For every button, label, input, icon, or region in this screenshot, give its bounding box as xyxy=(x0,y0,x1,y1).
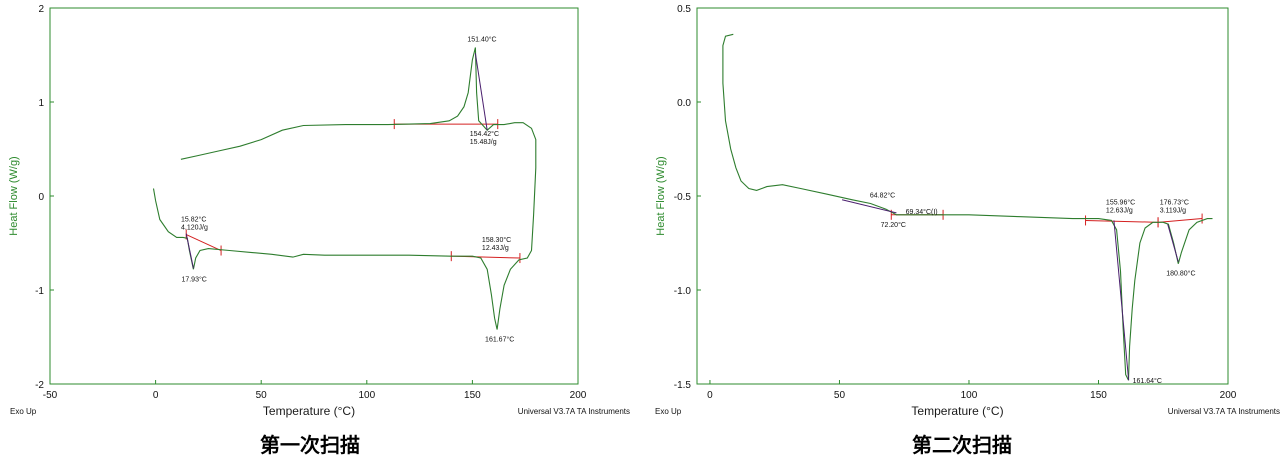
chart2-instrument-label: Universal V3.7A TA Instruments xyxy=(1168,407,1280,416)
chart1-tangent-line xyxy=(474,53,488,131)
chart2-peak-annotation: 72.20°C xyxy=(881,221,906,229)
chart1-y-tick-label: -2 xyxy=(35,380,44,391)
chart2-exo-up-label: Exo Up xyxy=(655,407,682,416)
chart1-x-axis-label: Temperature (°C) xyxy=(263,404,355,418)
chart1-x-tick-label: 150 xyxy=(464,390,481,401)
chart2-y-tick-label: 0.5 xyxy=(677,4,691,15)
chart2-peak-annotation: 176.73°C xyxy=(1160,199,1189,207)
chart2-y-axis-label: Heat Flow (W/g) xyxy=(655,156,667,235)
chart1-x-tick-label: 200 xyxy=(570,390,587,401)
chart2-peak-annotation: 155.96°C xyxy=(1106,199,1135,207)
chart1-x-tick-label: 50 xyxy=(256,390,268,401)
chart2-peak-annotation: 12.63J/g xyxy=(1106,208,1133,215)
chart2-x-tick-label: 200 xyxy=(1220,390,1237,401)
chart2-peak-annotation: 69.34°C(I) xyxy=(906,208,938,216)
chart1-peak-annotation: 154.42°C xyxy=(470,130,499,138)
chart1-instrument-label: Universal V3.7A TA Instruments xyxy=(518,407,630,416)
chart1-x-tick-label: 100 xyxy=(358,390,375,401)
chart2-baseline xyxy=(1085,219,1159,223)
chart2-x-tick-label: 50 xyxy=(834,390,846,401)
chart1-plot-frame xyxy=(49,7,579,385)
chart1-heat-flow-curve xyxy=(152,47,537,330)
chart1-peak-annotation: 4.120J/g xyxy=(181,224,208,231)
chart1-peak-annotation: 17.93°C xyxy=(181,275,206,283)
chart1-x-tick-label: -50 xyxy=(43,390,58,401)
chart1-y-axis-label: Heat Flow (W/g) xyxy=(8,156,20,235)
chart2-tangent-line xyxy=(1113,220,1130,381)
chart1-peak-annotation: 161.67°C xyxy=(485,335,514,343)
chart1-y-tick-label: 1 xyxy=(38,98,44,109)
chart2-caption: 第二次扫描 xyxy=(912,433,1012,457)
chart2-tangent-line xyxy=(841,199,897,214)
chart2-x-tick-label: 100 xyxy=(961,390,978,401)
chart1-x-tick-label: 0 xyxy=(153,390,159,401)
chart2-y-tick-label: -1.0 xyxy=(674,286,692,297)
chart2-peak-annotation: 3.119J/g xyxy=(1160,208,1186,215)
chart1-peak-annotation: 158.30°C xyxy=(482,236,511,244)
chart2-peak-annotation: 180.80°C xyxy=(1166,270,1195,278)
chart2-baseline xyxy=(1158,218,1203,223)
chart2-tangent-line xyxy=(1167,224,1179,262)
chart2-x-tick-label: 0 xyxy=(707,390,713,401)
chart2-y-tick-label: -0.5 xyxy=(674,192,692,203)
chart1-y-tick-label: -1 xyxy=(35,286,44,297)
chart1-baseline xyxy=(186,234,222,251)
chart1-tangent-line xyxy=(185,233,194,269)
chart1-y-tick-label: 2 xyxy=(38,4,44,15)
chart1-peak-annotation: 151.40°C xyxy=(467,35,496,43)
chart2-x-axis-label: Temperature (°C) xyxy=(911,404,1003,418)
chart1-caption: 第一次扫描 xyxy=(260,433,360,457)
chart2-y-tick-label: -1.5 xyxy=(674,380,692,391)
chart2-plot-frame xyxy=(696,7,1229,385)
chart2-peak-annotation: 64.82°C xyxy=(870,192,895,200)
chart1-y-tick-label: 0 xyxy=(38,192,44,203)
chart1-exo-up-label: Exo Up xyxy=(10,407,37,416)
chart2-x-tick-label: 150 xyxy=(1090,390,1107,401)
chart2-peak-annotation: 161.64°C xyxy=(1133,377,1162,385)
chart1-peak-annotation: 12.43J/g xyxy=(482,245,509,252)
chart2-y-tick-label: 0.0 xyxy=(677,98,691,109)
chart1-peak-annotation: 15.82°C xyxy=(181,215,206,223)
chart2-heat-flow-curve xyxy=(722,33,1213,381)
chart1-peak-annotation: 15.48J/g xyxy=(470,139,497,146)
